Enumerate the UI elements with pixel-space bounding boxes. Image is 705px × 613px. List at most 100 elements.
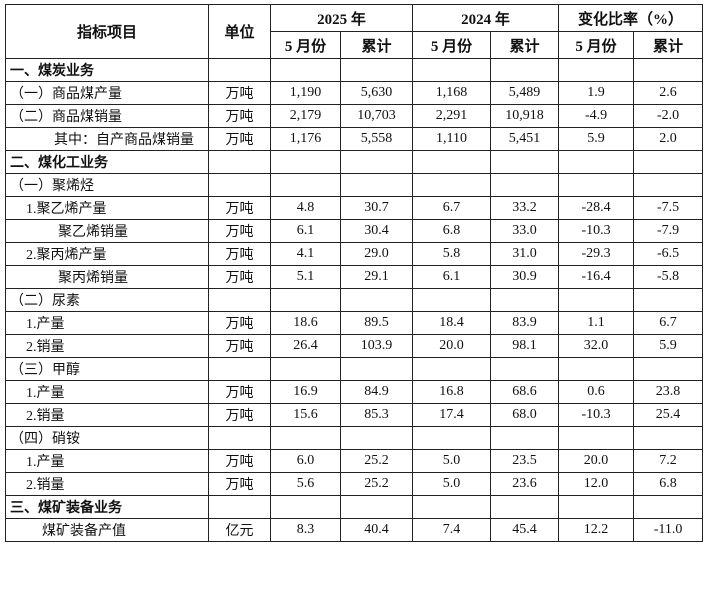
- cell-2024-cumulative: 23.6: [490, 472, 560, 496]
- row-name: （一）商品煤产量: [5, 81, 209, 105]
- table-row: 其中：自产商品煤销量 万吨 1,176 5,558 1,110 5,451 5.9 2.0: [5, 127, 704, 151]
- header-2025-month: 5 月份: [270, 31, 341, 59]
- cell-2024-cumulative: 45.4: [490, 518, 560, 542]
- cell-2025-cumulative: 84.9: [339, 380, 414, 404]
- cell-2024-cumulative: [490, 357, 560, 381]
- cell-2024-cumulative: 23.5: [490, 449, 560, 473]
- table-row: 2.聚丙烯产量 万吨 4.1 29.0 5.8 31.0 -29.3 -6.5: [5, 242, 704, 266]
- cell-2024-cumulative: [490, 288, 560, 312]
- cell-2025-month: [270, 357, 341, 381]
- cell-2025-month: [270, 288, 341, 312]
- table-row: （三）甲醇: [5, 357, 704, 381]
- row-unit: [208, 288, 271, 312]
- cell-2025-cumulative: [339, 495, 414, 519]
- cell-change-month: 20.0: [558, 449, 635, 473]
- cell-2025-month: [270, 58, 341, 82]
- row-unit: 万吨: [208, 380, 271, 404]
- cell-change-cumulative: -7.5: [633, 196, 704, 220]
- cell-2024-month: [412, 426, 492, 450]
- cell-change-cumulative: -5.8: [633, 265, 704, 289]
- table-row: 聚乙烯销量 万吨 6.1 30.4 6.8 33.0 -10.3 -7.9: [5, 219, 704, 243]
- cell-2025-month: [270, 150, 341, 174]
- cell-change-month: -16.4: [558, 265, 635, 289]
- row-name: 煤矿装备产值: [5, 518, 209, 542]
- cell-2024-month: 1,110: [412, 127, 492, 151]
- table-row: （二）尿素: [5, 288, 704, 312]
- cell-change-cumulative: 2.0: [633, 127, 704, 151]
- row-unit: 万吨: [208, 242, 271, 266]
- cell-2025-cumulative: 29.0: [339, 242, 414, 266]
- cell-2025-cumulative: 5,630: [339, 81, 414, 105]
- header-2025-cumulative: 累计: [339, 31, 414, 59]
- cell-2024-month: 17.4: [412, 403, 492, 427]
- cell-2024-month: 20.0: [412, 334, 492, 358]
- table-row: 煤矿装备产值 亿元 8.3 40.4 7.4 45.4 12.2 -11.0: [5, 518, 704, 542]
- cell-2024-month: 6.1: [412, 265, 492, 289]
- row-name: 2.销量: [5, 472, 209, 496]
- row-name: 一、煤炭业务: [5, 58, 209, 82]
- table-row: 一、煤炭业务: [5, 58, 704, 82]
- row-unit: [208, 357, 271, 381]
- cell-change-cumulative: [633, 58, 704, 82]
- cell-2025-cumulative: 25.2: [339, 472, 414, 496]
- cell-change-month: 0.6: [558, 380, 635, 404]
- row-unit: 万吨: [208, 334, 271, 358]
- cell-change-month: -10.3: [558, 403, 635, 427]
- cell-change-month: [558, 173, 635, 197]
- row-name: 三、煤矿装备业务: [5, 495, 209, 519]
- table-row: （一）聚烯烃: [5, 173, 704, 197]
- header-2024-cumulative: 累计: [490, 31, 560, 59]
- cell-change-month: -10.3: [558, 219, 635, 243]
- cell-2025-cumulative: [339, 426, 414, 450]
- cell-2024-cumulative: [490, 495, 560, 519]
- cell-2025-month: 6.0: [270, 449, 341, 473]
- cell-change-cumulative: -6.5: [633, 242, 704, 266]
- cell-change-cumulative: [633, 288, 704, 312]
- cell-2024-cumulative: [490, 58, 560, 82]
- cell-2024-cumulative: [490, 173, 560, 197]
- cell-2025-cumulative: 85.3: [339, 403, 414, 427]
- cell-change-month: [558, 426, 635, 450]
- table-row: （二）商品煤销量 万吨 2,179 10,703 2,291 10,918 -4.9 -2.0: [5, 104, 704, 128]
- row-unit: 万吨: [208, 311, 271, 335]
- row-unit: [208, 58, 271, 82]
- cell-change-month: 12.0: [558, 472, 635, 496]
- cell-2024-cumulative: 30.9: [490, 265, 560, 289]
- cell-2024-month: [412, 495, 492, 519]
- cell-2024-month: [412, 357, 492, 381]
- cell-change-month: [558, 288, 635, 312]
- row-name: 1.产量: [5, 311, 209, 335]
- cell-2024-month: 5.0: [412, 449, 492, 473]
- row-name: （三）甲醇: [5, 357, 209, 381]
- header-item: 指标项目: [5, 4, 209, 59]
- cell-change-month: -29.3: [558, 242, 635, 266]
- cell-2024-cumulative: 5,451: [490, 127, 560, 151]
- cell-2025-cumulative: [339, 357, 414, 381]
- cell-2024-cumulative: 33.0: [490, 219, 560, 243]
- production-sales-table: 指标项目 单位 2025 年 2024 年 变化比率（%） 5 月份 累计 5 …: [5, 4, 704, 542]
- cell-2024-cumulative: 68.6: [490, 380, 560, 404]
- row-name: （二）商品煤销量: [5, 104, 209, 128]
- row-name: 2.销量: [5, 334, 209, 358]
- cell-change-cumulative: -2.0: [633, 104, 704, 128]
- cell-change-cumulative: [633, 426, 704, 450]
- cell-2024-month: 5.8: [412, 242, 492, 266]
- row-unit: 亿元: [208, 518, 271, 542]
- cell-change-month: 32.0: [558, 334, 635, 358]
- table-row: 2.销量 万吨 26.4 103.9 20.0 98.1 32.0 5.9: [5, 334, 704, 358]
- cell-2025-month: 16.9: [270, 380, 341, 404]
- cell-2024-month: 6.7: [412, 196, 492, 220]
- table-row: 1.产量 万吨 18.6 89.5 18.4 83.9 1.1 6.7: [5, 311, 704, 335]
- cell-2025-month: 4.1: [270, 242, 341, 266]
- cell-2025-month: 6.1: [270, 219, 341, 243]
- cell-2025-cumulative: 10,703: [339, 104, 414, 128]
- table-row: 2.销量 万吨 5.6 25.2 5.0 23.6 12.0 6.8: [5, 472, 704, 496]
- table-row: 1.产量 万吨 6.0 25.2 5.0 23.5 20.0 7.2: [5, 449, 704, 473]
- row-unit: 万吨: [208, 104, 271, 128]
- cell-2024-cumulative: [490, 150, 560, 174]
- row-name: （一）聚烯烃: [5, 173, 209, 197]
- cell-2024-month: 1,168: [412, 81, 492, 105]
- row-name: 其中：自产商品煤销量: [5, 127, 209, 151]
- cell-2024-cumulative: 33.2: [490, 196, 560, 220]
- table-body: 一、煤炭业务 （一）商品煤产量 万吨 1,190 5,630 1,168 5,489 1.9 2…: [5, 58, 704, 542]
